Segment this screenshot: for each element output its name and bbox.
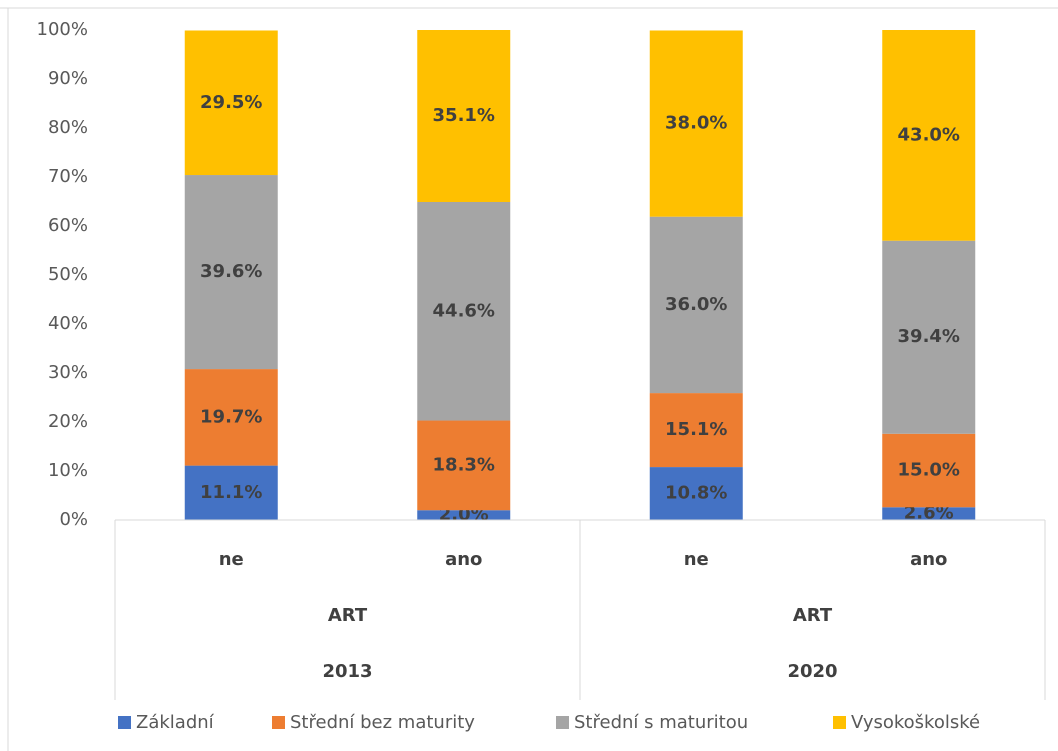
data-label: 10.8% <box>665 483 727 504</box>
y-tick-label: 100% <box>37 19 88 40</box>
y-tick-label: 10% <box>48 460 88 481</box>
bar-segment <box>882 433 976 508</box>
bar-segment <box>649 393 743 468</box>
data-label: 38.0% <box>665 113 727 134</box>
y-tick-label: 80% <box>48 117 88 138</box>
group-label: ART <box>328 605 368 626</box>
bar-segment <box>649 467 743 520</box>
bar-segment <box>417 201 511 421</box>
legend-label: Základní <box>136 712 215 733</box>
group-label: ART <box>793 605 833 626</box>
x-tick-label: ne <box>684 549 709 570</box>
bar-segment <box>649 30 743 217</box>
y-tick-label: 50% <box>48 264 88 285</box>
data-label: 44.6% <box>433 300 495 321</box>
bar-segment <box>882 240 976 434</box>
legend-swatch <box>272 716 285 729</box>
group-year: 2013 <box>322 661 372 682</box>
legend-swatch <box>118 716 131 729</box>
legend-swatch <box>556 716 569 729</box>
x-tick-label: ano <box>910 549 947 570</box>
data-label: 35.1% <box>433 105 495 126</box>
bar-segment <box>184 369 278 466</box>
y-tick-label: 40% <box>48 313 88 334</box>
data-label: 15.0% <box>898 460 960 481</box>
y-tick-label: 70% <box>48 166 88 187</box>
bar-segment <box>649 216 743 394</box>
legend-label: Střední bez maturity <box>290 712 475 733</box>
data-label: 19.7% <box>200 406 262 427</box>
bar-segment <box>882 507 976 520</box>
y-tick-label: 60% <box>48 215 88 236</box>
bar-segment <box>184 465 278 520</box>
y-tick-label: 30% <box>48 362 88 383</box>
data-label: 18.3% <box>433 454 495 475</box>
data-label: 29.5% <box>200 92 262 113</box>
data-label: 36.0% <box>665 294 727 315</box>
data-label: 2.6% <box>904 503 954 524</box>
bar-segment <box>417 420 511 511</box>
data-label: 11.1% <box>200 482 262 503</box>
bar-segment <box>184 30 278 176</box>
x-tick-label: ne <box>219 549 244 570</box>
x-tick-label: ano <box>445 549 482 570</box>
bar-segment <box>417 30 511 202</box>
data-label: 39.6% <box>200 261 262 282</box>
legend-label: Střední s maturitou <box>574 712 748 733</box>
legend-swatch <box>833 716 846 729</box>
data-label: 15.1% <box>665 419 727 440</box>
y-tick-label: 90% <box>48 68 88 89</box>
bar-segment <box>882 30 976 241</box>
y-tick-label: 20% <box>48 411 88 432</box>
group-year: 2020 <box>787 661 837 682</box>
legend-label: Vysokoškolské <box>851 712 980 733</box>
bar-segment <box>184 175 278 370</box>
bar-segment <box>417 510 511 520</box>
y-tick-label: 0% <box>59 509 88 530</box>
data-label: 43.0% <box>898 124 960 145</box>
data-label: 39.4% <box>898 326 960 347</box>
